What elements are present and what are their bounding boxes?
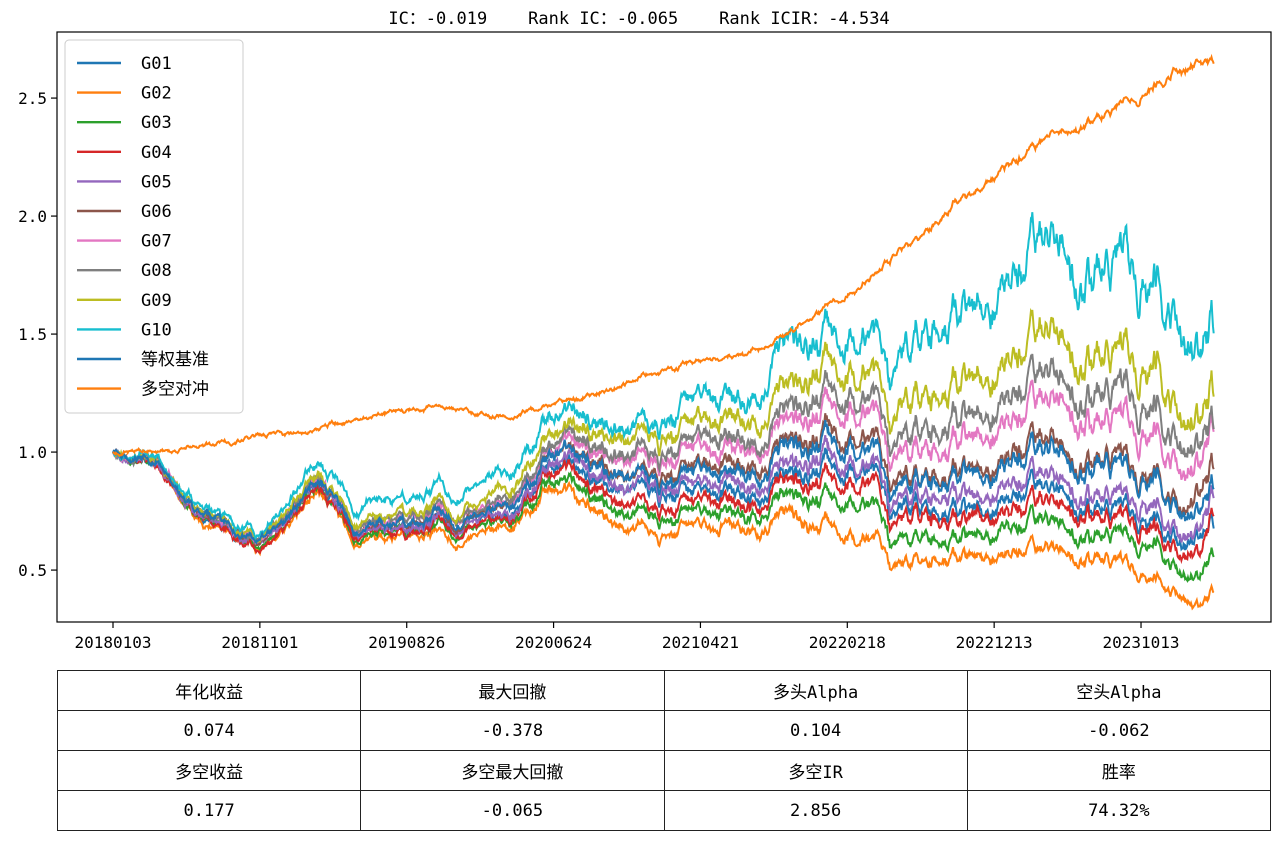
header-long-short-ir: 多空IR — [663, 750, 968, 791]
x-tick-label: 20210421 — [662, 633, 739, 652]
legend-label-1: G02 — [141, 84, 172, 104]
series-line-11 — [112, 53, 1215, 458]
legend-label-5: G06 — [141, 202, 172, 222]
value-short-alpha: -0.062 — [966, 710, 1272, 751]
x-tick-label: 20221213 — [956, 633, 1033, 652]
header-long-short-max-drawdown: 多空最大回撤 — [360, 750, 665, 791]
legend-label-3: G04 — [141, 143, 172, 163]
metrics-table: 年化收益 最大回撤 多头Alpha 空头Alpha 0.074 -0.378 0… — [56, 670, 1272, 831]
legend-label-4: G05 — [141, 172, 172, 192]
legend-box — [64, 39, 244, 414]
value-long-short-ir: 2.856 — [663, 790, 968, 831]
x-tick-label: 20200624 — [515, 633, 592, 652]
series-line-9 — [112, 212, 1215, 541]
x-tick-label: 20180103 — [74, 633, 151, 652]
series-line-10 — [112, 419, 1215, 545]
legend-label-11: 多空对冲 — [141, 380, 209, 400]
table-row: 0.074 -0.378 0.104 -0.062 — [56, 710, 1272, 751]
series-line-8 — [113, 307, 1215, 545]
series-line-3 — [113, 447, 1215, 565]
x-tick-label: 20181101 — [221, 633, 298, 652]
table-row: 年化收益 最大回撤 多头Alpha 空头Alpha — [56, 670, 1272, 711]
value-long-short-return: 0.177 — [56, 790, 362, 831]
table-row: 多空收益 多空最大回撤 多空IR 胜率 — [56, 750, 1272, 791]
plot-frame — [56, 31, 1272, 623]
x-tick-label: 20190826 — [368, 633, 445, 652]
y-tick-label: 1.0 — [18, 443, 47, 462]
x-tick-label: 20231013 — [1102, 633, 1179, 652]
x-axis: 20180103 20181101 20190826 20200624 20210421… — [74, 622, 1180, 652]
value-max-drawdown: -0.378 — [360, 710, 665, 751]
legend-label-6: G07 — [141, 232, 172, 252]
value-win-rate: 74.32% — [966, 790, 1272, 831]
legend-label-8: G09 — [141, 291, 172, 311]
y-axis: 0.5 1.0 1.5 2.0 2.5 — [18, 89, 57, 580]
header-long-short-return: 多空收益 — [56, 750, 362, 791]
y-tick-label: 1.5 — [18, 325, 47, 344]
legend-label-7: G08 — [141, 261, 172, 281]
y-tick-label: 2.5 — [18, 89, 47, 108]
x-tick-label: 20220218 — [809, 633, 886, 652]
chart-title: IC：-0.019 Rank IC：-0.065 Rank ICIR：-4.53… — [388, 9, 890, 29]
y-tick-label: 0.5 — [18, 561, 47, 580]
table-row: 0.177 -0.065 2.856 74.32% — [56, 790, 1272, 831]
series-lines — [112, 53, 1215, 611]
header-long-alpha: 多头Alpha — [663, 670, 968, 711]
value-annual-return: 0.074 — [56, 710, 362, 751]
y-tick-label: 2.0 — [18, 207, 47, 226]
legend-label-2: G03 — [141, 113, 172, 133]
header-win-rate: 胜率 — [966, 750, 1272, 791]
legend-label-0: G01 — [141, 54, 172, 74]
header-short-alpha: 空头Alpha — [966, 670, 1272, 711]
legend-label-9: G10 — [141, 320, 172, 340]
value-long-short-max-drawdown: -0.065 — [360, 790, 665, 831]
header-annual-return: 年化收益 — [56, 670, 362, 711]
series-line-7 — [112, 353, 1215, 543]
line-chart: 20180103 20181101 20190826 20200624 20210421… — [18, 31, 1272, 652]
header-max-drawdown: 最大回撤 — [360, 670, 665, 711]
legend-label-10: 等权基准 — [141, 350, 209, 370]
value-long-alpha: 0.104 — [663, 710, 968, 751]
